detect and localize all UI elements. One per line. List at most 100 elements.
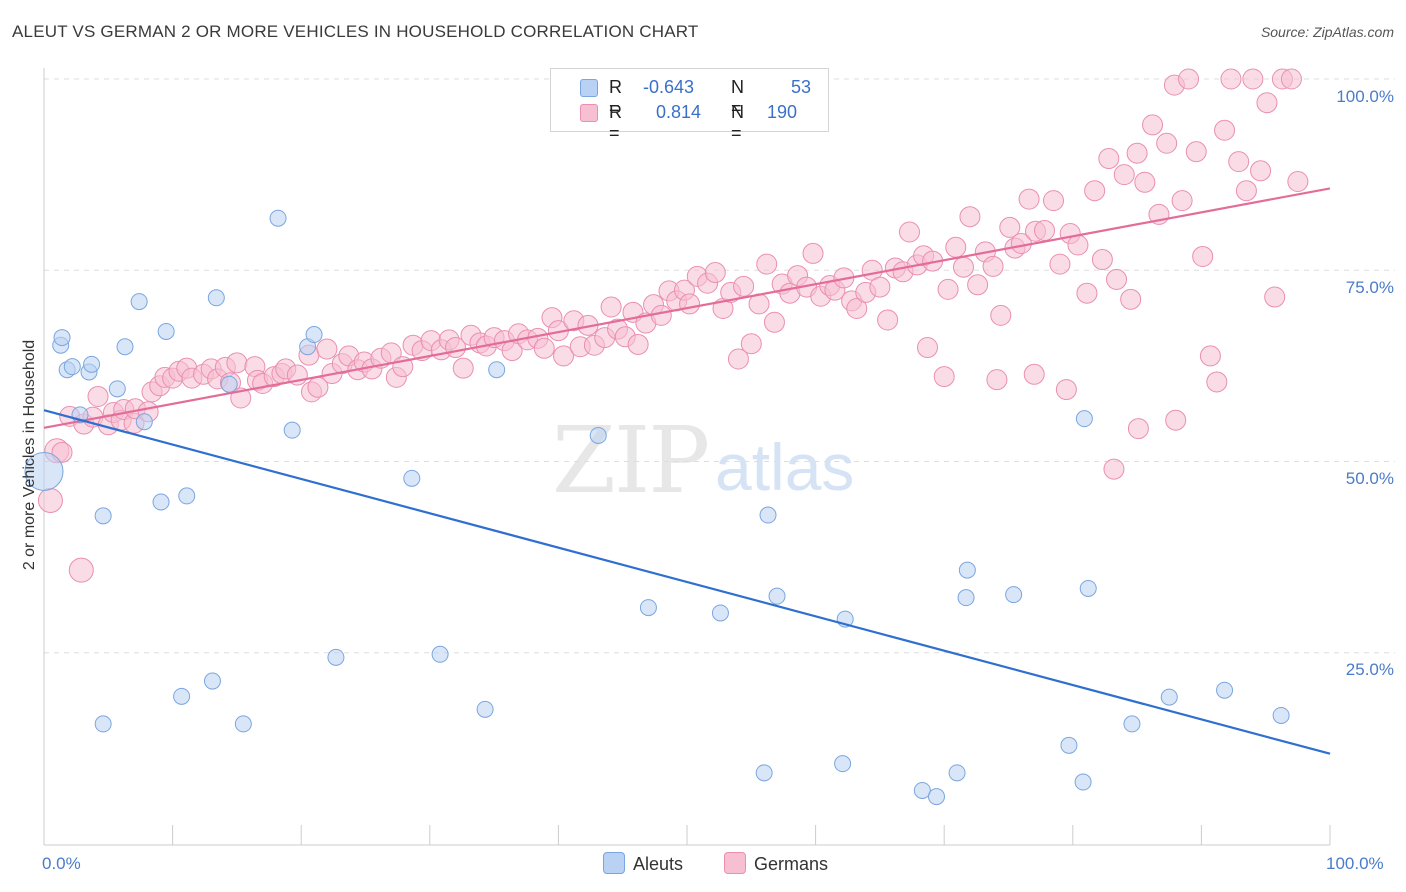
aleuts-point [24,451,64,491]
legend-r-label: R = [609,102,622,143]
germans-point [1235,180,1257,202]
germans-point [982,255,1004,277]
aleuts-point [948,764,966,782]
germans-point [68,557,94,583]
aleuts-point [203,672,221,690]
aleuts-point [431,645,449,663]
germans-point [1134,171,1156,193]
aleuts-point [759,506,777,524]
germans-point [952,256,974,278]
aleuts-points [24,209,1290,806]
aleuts-legend-label: Aleuts [633,854,684,874]
germans-point [1127,418,1149,440]
germans-point [1250,160,1272,182]
germans-point [1242,68,1264,90]
germans-point [740,333,762,355]
aleuts-legend-swatch [603,852,625,874]
germans-point [1171,190,1193,212]
bottom-legend-germans: Germans [724,852,828,875]
germans-point [679,293,701,315]
aleuts-point [403,469,421,487]
germans-point [1043,190,1065,212]
germans-point [1287,171,1309,193]
aleuts-point [1079,579,1097,597]
germans-point [704,262,726,284]
aleuts-point [283,421,301,439]
legend-n-label: N = [731,77,744,118]
aleuts-point [1075,410,1093,428]
germans-point [1049,253,1071,275]
aleuts-point [476,700,494,718]
germans-point [1142,114,1164,136]
germans-point [1156,132,1178,154]
legend-n-value: 53 [791,77,812,97]
aleuts-point [173,687,191,705]
germans-point [1034,219,1056,241]
watermark-atlas: atlas [715,430,854,504]
germans-point [756,253,778,275]
aleuts-trend-line [43,409,1331,755]
germans-point [763,311,785,333]
germans-point [1199,345,1221,367]
x-tick-label: 100.0% [1326,854,1384,873]
germans-point [1091,249,1113,271]
aleuts-point [913,781,931,799]
germans-point [627,333,649,355]
aleuts-point [130,293,148,311]
aleuts-point [589,426,607,444]
germans-point [986,369,1008,391]
aleuts-point [94,507,112,525]
aleuts-point [768,587,786,605]
germans-point [600,296,622,318]
aleuts-point [1123,715,1141,733]
germans-point [553,345,575,367]
aleuts-point [927,788,945,806]
germans-point [846,298,868,319]
aleuts-point [305,326,323,344]
germans-point [999,216,1021,238]
germans-point [869,276,891,298]
germans-point [37,488,63,514]
aleuts-point [83,355,101,373]
legend-r-label: R = [609,77,622,118]
aleuts-point [234,715,252,733]
germans-swatch [580,104,598,122]
aleuts-point [157,322,175,340]
germans-point [533,337,555,359]
germans-point [898,221,920,243]
germans-point [1067,234,1089,256]
germans-point [1018,188,1040,210]
aleuts-point [488,361,506,379]
germans-point [87,385,109,407]
germans-point [1126,142,1148,164]
germans-point [1103,458,1125,480]
aleuts-point [178,487,196,505]
germans-trend-line [43,187,1331,429]
aleuts-point [1160,688,1178,706]
germans-point [933,366,955,388]
germans-point [1076,282,1098,304]
watermark-zip: ZIP [552,407,708,514]
germans-point [1206,371,1228,393]
germans-point [959,206,981,228]
aleuts-point [1074,773,1092,791]
germans-point [1185,141,1207,163]
germans-point [452,357,474,379]
aleuts-point [327,648,345,666]
y-tick-label: 25.0% [1345,660,1394,679]
germans-legend-swatch [724,852,746,874]
aleuts-point [1216,681,1234,699]
germans-point [1084,180,1106,202]
aleuts-point [135,413,153,431]
germans-point [1098,148,1120,170]
y-tick-label: 75.0% [1345,278,1394,297]
aleuts-point [711,604,729,622]
aleuts-swatch [580,79,598,97]
source-label: Source: ZipAtlas.com [1260,24,1394,40]
germans-point [727,348,749,370]
germans-point [967,274,989,296]
aleuts-point [220,375,238,393]
bottom-legend-aleuts: Aleuts [603,852,683,875]
germans-point [877,309,899,331]
